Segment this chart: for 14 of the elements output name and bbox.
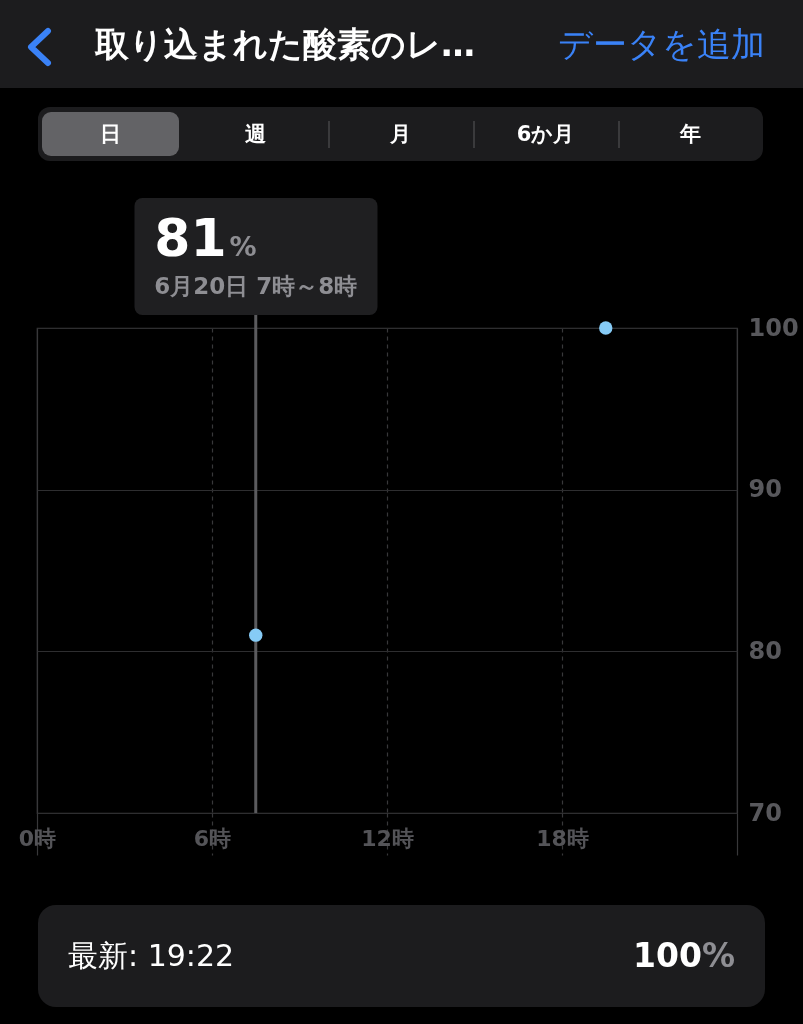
y-tick-label: 90 (748, 475, 782, 504)
y-tick-label: 100 (748, 313, 799, 342)
segmented-control: 日 週 月 6か月 年 (38, 107, 763, 161)
x-tick-label: 12時 (361, 825, 414, 851)
x-tick-label: 6時 (193, 825, 232, 851)
ref-line-label: 6月20日 7時～8時 (154, 272, 358, 301)
tooltip-box: 81% 6月20日 7時～8時 (134, 198, 378, 315)
x-tick-label: 0時 (18, 825, 57, 851)
y-tick-label: 70 (748, 798, 782, 827)
x-tick-label: 18時 (536, 825, 589, 851)
chart-title: 取り込まれた酸素のレ… (95, 23, 475, 66)
navigation-bar: 取り込まれた酸素のレ… データを追加 (0, 0, 803, 88)
y-tick-label: 80 (748, 636, 782, 665)
summary-card: 最新: 19:22 100% (38, 905, 765, 1007)
